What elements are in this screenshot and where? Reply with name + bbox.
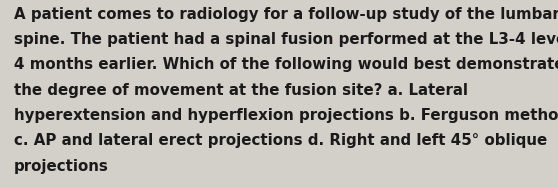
- Text: projections: projections: [14, 159, 109, 174]
- Text: spine. The patient had a spinal fusion performed at the L3-4 level: spine. The patient had a spinal fusion p…: [14, 32, 558, 47]
- Text: 4 months earlier. Which of the following would best demonstrate: 4 months earlier. Which of the following…: [14, 57, 558, 72]
- Text: c. AP and lateral erect projections d. Right and left 45° oblique: c. AP and lateral erect projections d. R…: [14, 133, 547, 149]
- Text: A patient comes to radiology for a follow-up study of the lumbar: A patient comes to radiology for a follo…: [14, 7, 558, 22]
- Text: the degree of movement at the fusion site? a. Lateral: the degree of movement at the fusion sit…: [14, 83, 468, 98]
- Text: hyperextension and hyperflexion projections b. Ferguson method: hyperextension and hyperflexion projecti…: [14, 108, 558, 123]
